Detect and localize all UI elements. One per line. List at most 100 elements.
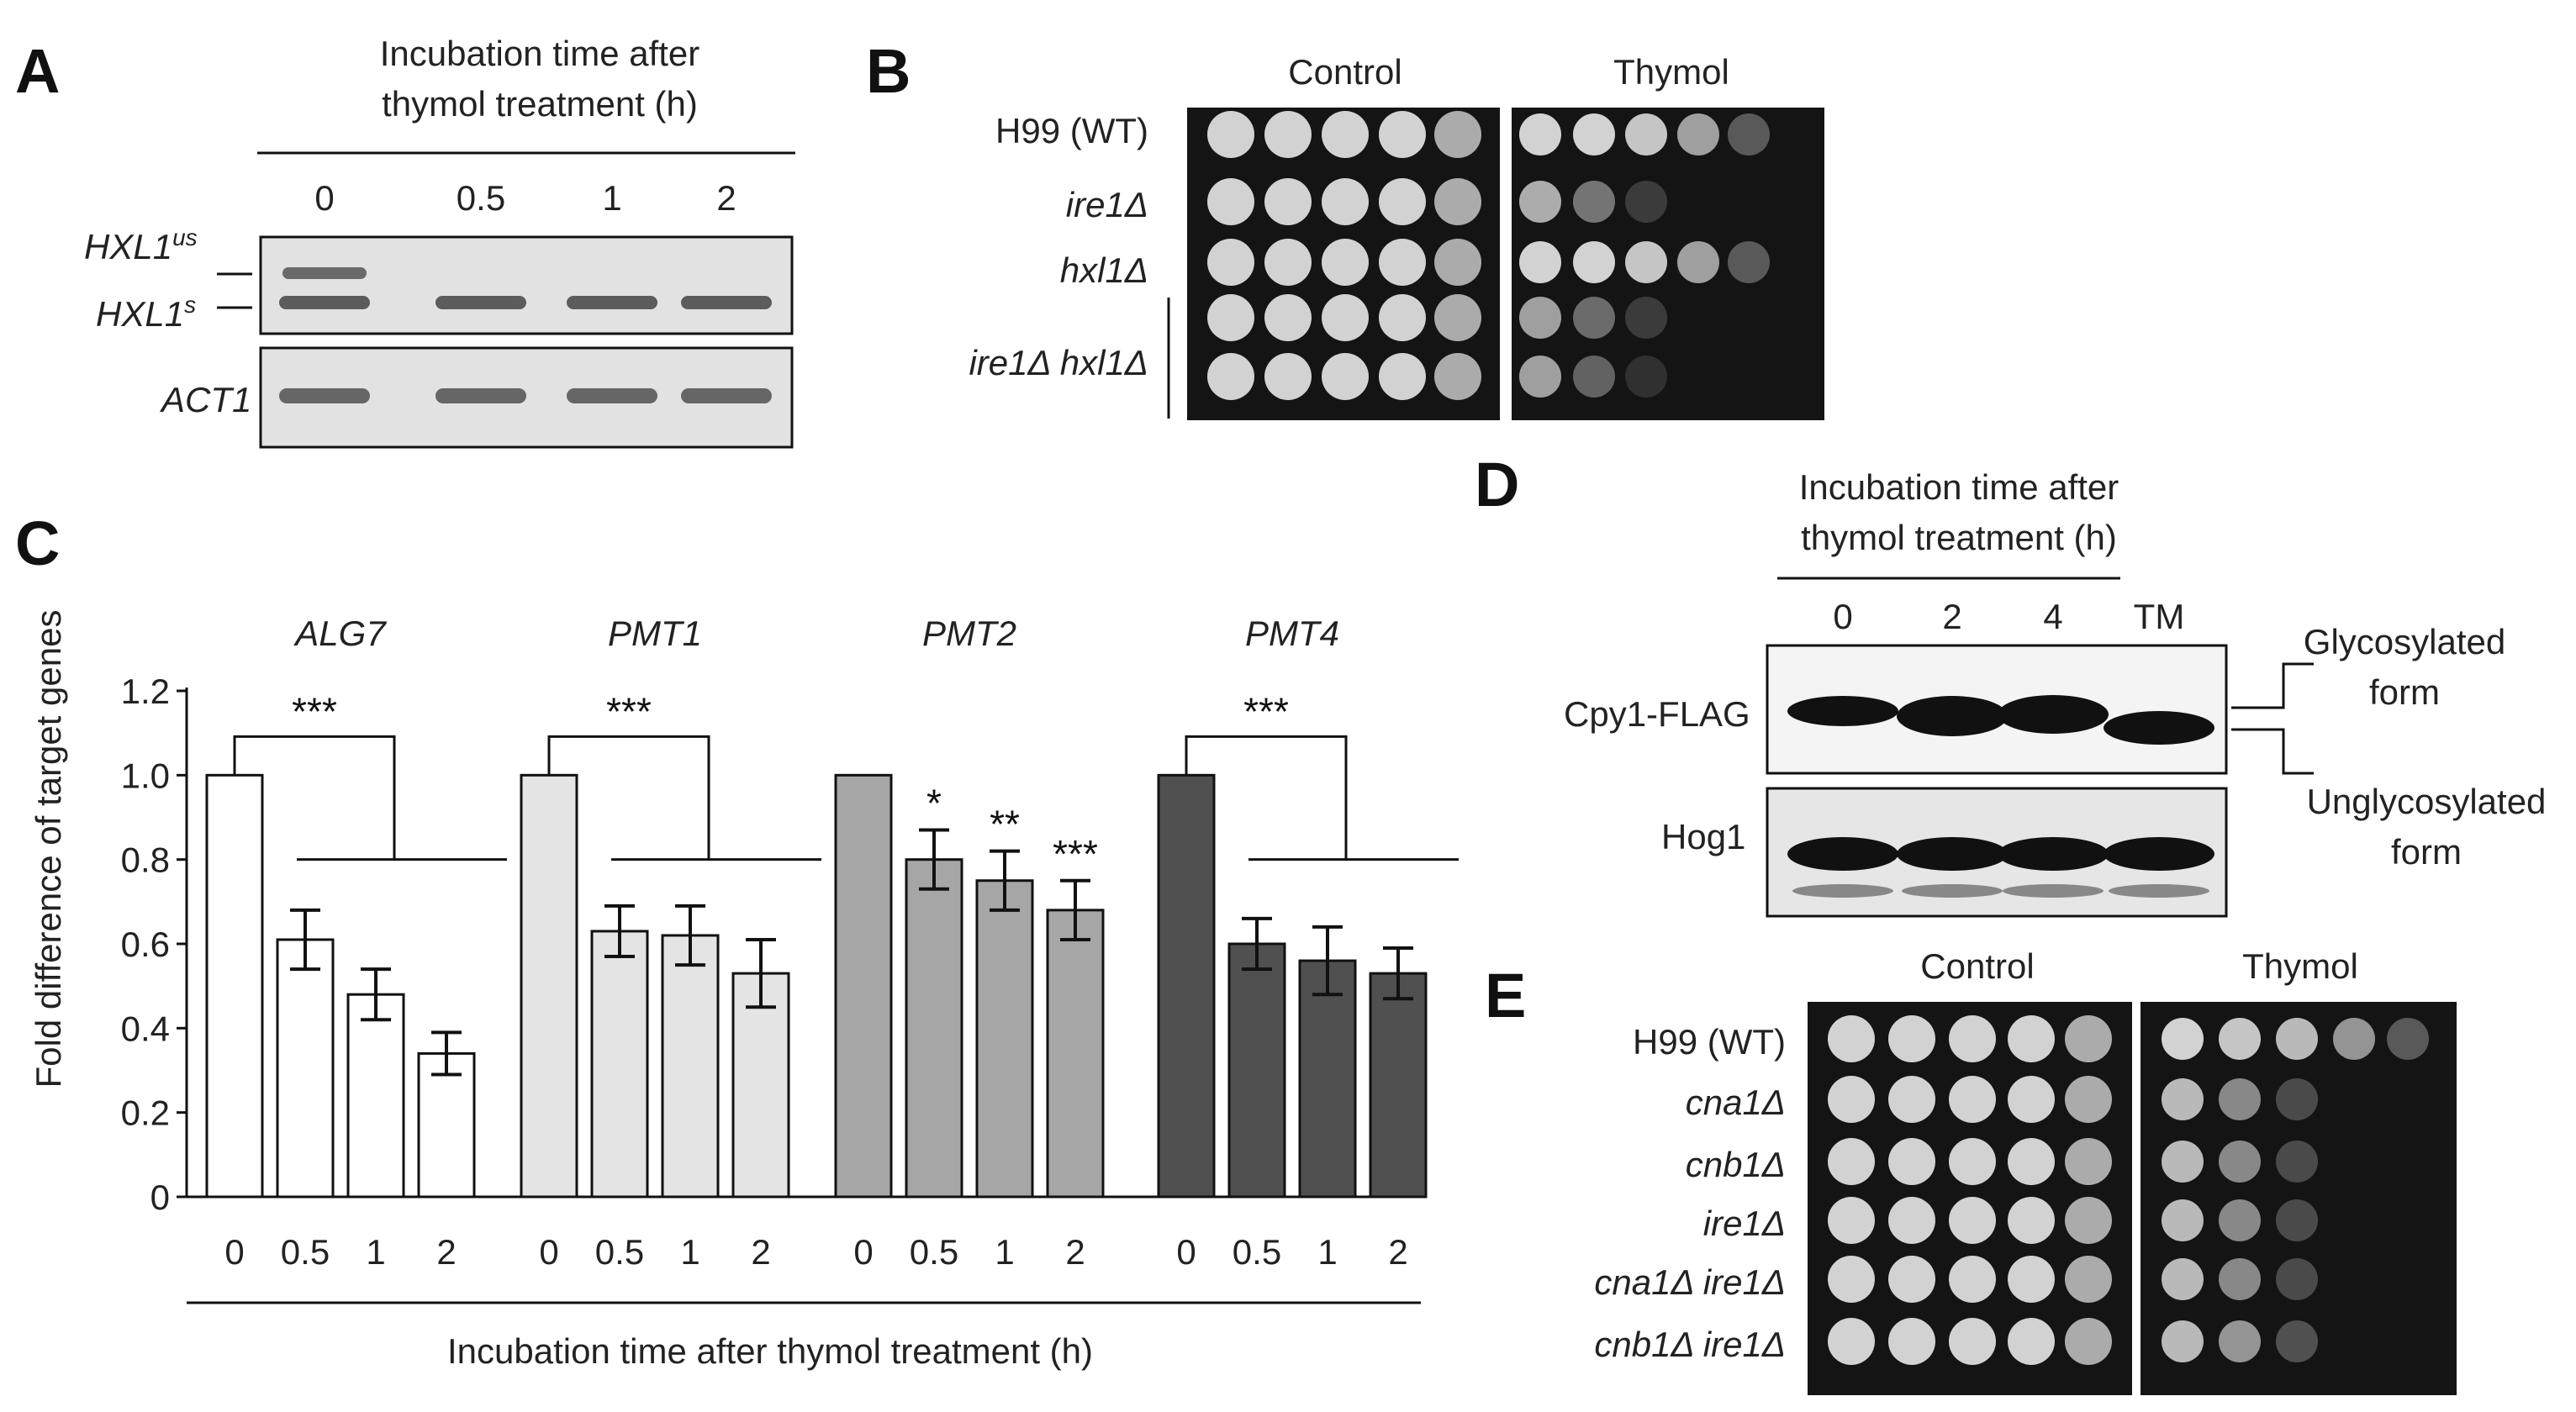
colony-spot <box>1264 294 1312 341</box>
colony-spot <box>1888 1076 1935 1123</box>
hog1-faint-band <box>2109 884 2209 898</box>
x-tick-label: 2 <box>436 1232 456 1272</box>
colony-spot <box>2333 1078 2375 1120</box>
act1-bands <box>279 388 772 403</box>
panel-label-c: C <box>15 508 60 578</box>
panel-d-header-line1: Incubation time after <box>1799 467 2119 507</box>
colony-spot <box>1888 1138 1935 1185</box>
x-tick-label: 2 <box>751 1232 770 1272</box>
colony-spot <box>1949 1197 1996 1244</box>
group-label: PMT2 <box>922 614 1016 653</box>
group-label: PMT4 <box>1245 614 1339 653</box>
cpy1-band <box>1897 696 2008 736</box>
colony-spot <box>1625 241 1667 283</box>
colony-spot <box>1728 356 1770 398</box>
colony-spot <box>2387 1199 2429 1241</box>
bar <box>1298 959 1357 1199</box>
panel-b-control-label: Control <box>1288 52 1401 92</box>
colony-spot <box>1828 1256 1875 1303</box>
colony-spot <box>1322 178 1369 225</box>
colony-spot <box>2162 1078 2204 1120</box>
colony-spot <box>2333 1141 2375 1183</box>
colony-spot <box>1888 1256 1935 1303</box>
colony-spot <box>2162 1199 2204 1241</box>
colony-spot <box>2219 1199 2261 1241</box>
colony-spot <box>1573 356 1615 398</box>
x-tick-label: 0 <box>539 1232 558 1272</box>
unspliced-band <box>282 267 367 279</box>
act1-band <box>681 388 772 403</box>
y-axis-label: Fold difference of target genes <box>29 610 68 1088</box>
significance-star: *** <box>292 689 337 733</box>
cpy1-band <box>2104 711 2214 745</box>
x-tick-label: 0.5 <box>281 1232 330 1272</box>
strain-label: ire1Δ <box>1066 185 1148 224</box>
act1-band <box>279 388 370 403</box>
bar <box>276 938 335 1199</box>
colony-spot <box>1949 1318 1996 1365</box>
colony-spot <box>1728 181 1770 223</box>
colony-spot <box>1828 1197 1875 1244</box>
x-tick-label: 0 <box>1176 1232 1196 1272</box>
strain-label: ire1Δ hxl1Δ <box>969 343 1148 382</box>
hog1-band <box>1897 837 2008 871</box>
colony-spot <box>1434 294 1481 341</box>
panel-a-lane-labels: 0 0.5 1 2 <box>314 178 736 218</box>
hog1-label: Hog1 <box>1661 817 1745 856</box>
significance-star: *** <box>1053 832 1098 876</box>
colony-spot <box>1828 1138 1875 1185</box>
colony-spot <box>1949 1015 1996 1062</box>
colony-spot <box>2276 1258 2318 1300</box>
colony-spot <box>2065 1256 2112 1303</box>
y-tick-label: 0.6 <box>121 925 170 964</box>
colony-spot <box>1519 181 1561 223</box>
colony-spot <box>2008 1318 2055 1365</box>
colony-spot <box>2219 1078 2261 1120</box>
act1-label: ACT1 <box>159 380 251 419</box>
x-tick-label: 0.5 <box>910 1232 958 1272</box>
panel-e-control-label: Control <box>1920 946 2034 986</box>
colony-spot <box>1625 356 1667 398</box>
colony-spot <box>1379 111 1426 158</box>
y-tick-label: 0.4 <box>121 1009 170 1048</box>
bar <box>205 773 264 1199</box>
colony-spot <box>2276 1018 2318 1060</box>
colony-spot <box>1625 113 1667 155</box>
x-tick-label: 1 <box>366 1232 385 1272</box>
colony-spot <box>1264 111 1312 158</box>
panel-e-thymol-label: Thymol <box>2242 946 2358 986</box>
colony-spot <box>1207 111 1254 158</box>
colony-spot <box>2333 1018 2375 1060</box>
glycosylated-line1: Glycosylated <box>2304 622 2505 661</box>
colony-spot <box>2162 1258 2204 1300</box>
panel-label-e: E <box>1485 961 1526 1030</box>
y-tick-label: 0.2 <box>121 1093 170 1133</box>
bar <box>975 879 1034 1199</box>
colony-spot <box>1677 113 1719 155</box>
colony-spot <box>1828 1015 1875 1062</box>
unglycosylated-line2: form <box>2391 832 2462 872</box>
hog1-faint-band <box>1902 884 2003 898</box>
x-axis-label: Incubation time after thymol treatment (… <box>447 1331 1093 1371</box>
colony-spot <box>2065 1197 2112 1244</box>
colony-spot <box>1828 1318 1875 1365</box>
colony-spot <box>2387 1258 2429 1300</box>
bar <box>590 930 649 1199</box>
colony-spot <box>1677 181 1719 223</box>
colony-spot <box>2162 1141 2204 1183</box>
spliced-band <box>435 296 526 309</box>
colony-spot <box>1379 178 1426 225</box>
colony-spot <box>2008 1076 2055 1123</box>
lane-label: 0 <box>314 178 334 218</box>
bar <box>1369 972 1428 1199</box>
colony-spot <box>1573 181 1615 223</box>
colony-spot <box>1322 294 1369 341</box>
colony-spot <box>1949 1256 1996 1303</box>
bar <box>346 993 405 1199</box>
spliced-band <box>279 296 370 309</box>
significance-star: *** <box>1243 689 1289 733</box>
panel-e-spots <box>1828 1015 2429 1365</box>
bar <box>1227 942 1286 1199</box>
bar <box>1157 773 1216 1199</box>
